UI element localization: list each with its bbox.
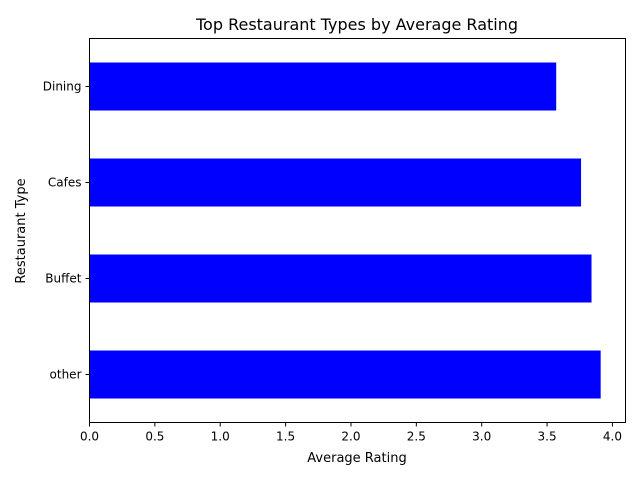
x-tick-label: 0.5 (145, 430, 164, 444)
y-ticks-group: other Buffet Cafes Dining (43, 80, 90, 382)
x-tick-label: 0.0 (80, 430, 99, 444)
bar-cafes (89, 158, 582, 207)
y-tick-label: Cafes (48, 176, 82, 190)
x-tick-label: 4.0 (603, 430, 622, 444)
x-ticks-group: 0.0 0.5 1.0 1.5 2.0 2.5 3.0 3.5 4.0 (80, 422, 622, 444)
bar-other (89, 350, 601, 399)
y-tick-label: Dining (43, 80, 82, 94)
bars-group (89, 62, 601, 399)
bar-dining (89, 62, 557, 111)
x-tick-label: 3.5 (538, 430, 557, 444)
chart-title: Top Restaurant Types by Average Rating (195, 15, 518, 34)
x-tick-label: 1.0 (211, 430, 230, 444)
x-axis-label: Average Rating (307, 451, 406, 466)
y-axis-label: Restaurant Type (14, 178, 29, 283)
y-tick-label: other (50, 368, 82, 382)
x-tick-label: 1.5 (276, 430, 295, 444)
x-tick-label: 2.0 (341, 430, 360, 444)
x-tick-label: 2.5 (407, 430, 426, 444)
plot-frame (89, 38, 626, 423)
bar-buffet (89, 254, 592, 303)
x-tick-label: 3.0 (472, 430, 491, 444)
y-tick-label: Buffet (45, 272, 81, 286)
